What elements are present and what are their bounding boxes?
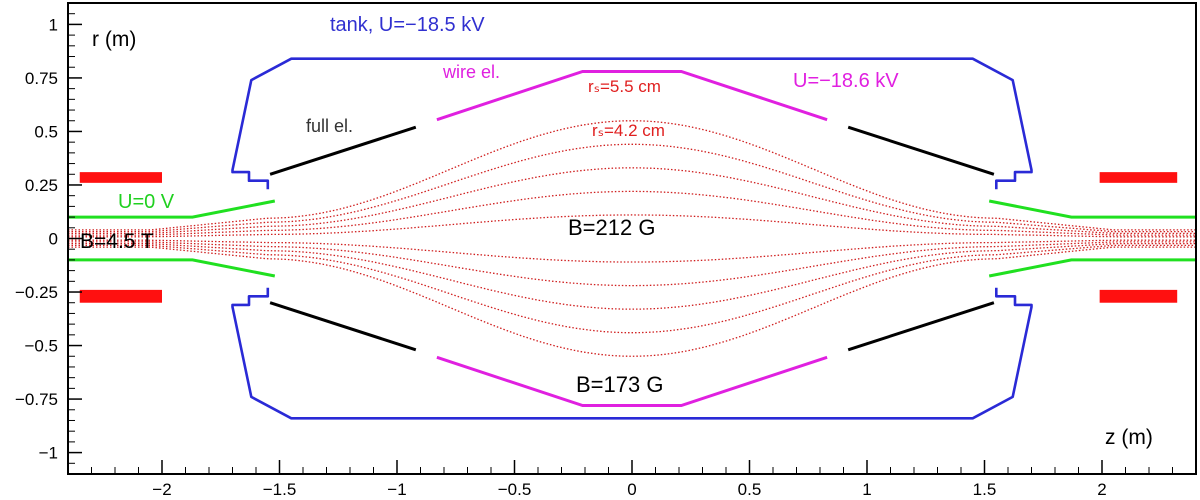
field-line [68,190,1196,236]
wire-electrode-label: wire el. [442,62,500,82]
full-electrode-right [847,301,995,352]
x-tick-label: −2 [152,480,171,499]
rs-4-2-label: rₛ=4.2 cm [592,121,665,140]
x-axis-title: z (m) [1105,426,1153,449]
full-electrode-left [269,125,417,176]
x-tick-label: 1 [862,480,871,499]
y-tick-label: 0.5 [34,122,58,141]
x-tick-label: 0 [627,480,636,499]
field-line [68,143,1196,233]
y-tick-label: 0.75 [25,69,58,88]
magnet-block [1099,172,1178,183]
tank-outline [231,57,1033,420]
y-axis-title: r (m) [92,28,136,51]
field-line [68,239,1196,263]
magnet-block [79,289,162,303]
y-tick-label: −0.75 [15,390,58,409]
wire-electrode [436,355,828,407]
y-tick-label: −1 [39,444,58,463]
y-tick-label: −0.25 [15,283,58,302]
ground-electrode-right [988,199,1196,219]
x-tick-label: −1.5 [263,480,297,499]
b-4-5-t-label: B=4.5 T [80,230,154,253]
b-173-g-label: B=173 G [576,372,663,397]
field-line [68,214,1196,238]
wire-voltage-label: U=−18.6 kV [793,70,899,92]
x-tick-label: −1 [387,480,406,499]
field-line [68,241,1196,287]
tank-lower-wall [231,287,1033,420]
y-tick-label: 0.25 [25,176,58,195]
b-212-g-label: B=212 G [568,215,655,240]
full-electrode-label: full el. [306,116,353,136]
wire-electrode [436,70,828,122]
tank-upper-wall [231,57,1033,190]
y-tick-label: 1 [49,15,58,34]
ground-electrode-right [988,258,1196,278]
magnet-block [79,172,162,183]
ground-electrode-left [68,199,276,219]
magnets [79,172,1178,303]
x-tick-label: 1.5 [973,480,997,499]
magnet-block [1099,289,1178,303]
rs-5-5-label: rₛ=5.5 cm [588,77,661,96]
x-tick-label: 0.5 [738,480,762,499]
axis-ticks: −2 −1.5 −1 −0.5 0 0.5 1 1.5 2 1 0.75 0.5 0.25 0 −0.25 −… [15,13,1173,499]
x-tick-label: −0.5 [498,480,532,499]
field-line [68,244,1196,334]
ground-voltage-label: U=0 V [118,191,175,213]
y-tick-label: 0 [49,230,58,249]
full-electrode-left [269,301,417,352]
x-tick-label: 2 [1097,480,1106,499]
electrodes [68,70,1196,407]
full-electrode-right [847,125,995,176]
y-tick-label: −0.5 [24,337,58,356]
tank-voltage-label: tank, U=−18.5 kV [330,14,485,36]
field-lines [68,120,1196,357]
ground-electrode-left [68,258,276,278]
